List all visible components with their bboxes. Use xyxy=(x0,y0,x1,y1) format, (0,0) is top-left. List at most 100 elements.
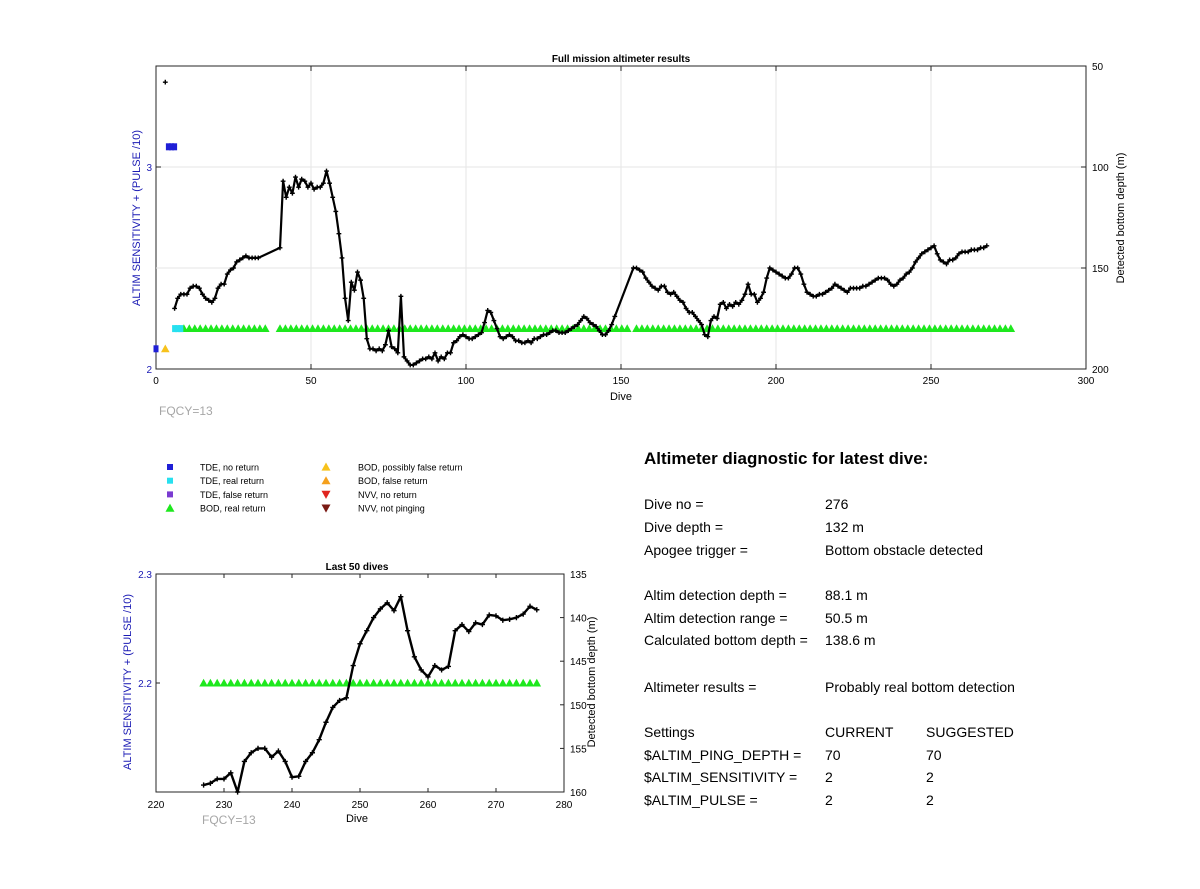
depth-point xyxy=(742,291,748,297)
main-bod-markers xyxy=(179,324,1016,333)
depth-point xyxy=(323,719,329,725)
bod-real-return-marker xyxy=(865,324,875,333)
depth-point xyxy=(299,176,305,182)
depth-line-bridge xyxy=(613,267,635,317)
calc-depth-value: 138.6 m xyxy=(825,632,876,648)
depth-point xyxy=(804,289,810,295)
depth-point xyxy=(897,277,903,283)
bod-real-return-marker xyxy=(498,678,508,687)
main-y-tick-label-right: 50 xyxy=(1092,62,1104,73)
bod-real-return-marker xyxy=(328,678,338,687)
main-y-axis-label-right: Detected bottom depth (m) xyxy=(1115,153,1127,284)
inset-y-tick-label-right: 140 xyxy=(570,614,587,625)
depth-point xyxy=(452,628,458,634)
depth-point xyxy=(221,281,227,287)
bod-real-return-marker xyxy=(308,324,317,333)
bod-real-return-marker xyxy=(444,678,453,687)
depth-point xyxy=(590,322,596,327)
bod-real-return-marker xyxy=(881,324,891,333)
depth-point xyxy=(634,265,639,271)
depth-point xyxy=(655,287,661,293)
bod-real-return-marker xyxy=(233,678,242,687)
depth-point xyxy=(175,295,181,301)
bod-real-return-marker xyxy=(267,678,276,687)
bod-real-return-marker xyxy=(767,324,777,333)
depth-point xyxy=(714,316,720,321)
bod-real-return-marker xyxy=(740,324,750,333)
depth-point xyxy=(432,662,438,669)
depth-point xyxy=(364,628,370,634)
altim-range-label: Altim detection range = xyxy=(644,610,788,626)
bod-real-return-marker xyxy=(789,324,799,333)
bod-real-return-marker xyxy=(313,324,323,333)
bod-real-return-marker xyxy=(854,324,864,333)
depth-point xyxy=(779,273,785,279)
bod-real-return-marker xyxy=(990,324,999,333)
depth-point xyxy=(358,277,363,283)
legend-marker-square xyxy=(167,464,173,470)
bod-real-return-marker xyxy=(410,678,419,687)
depth-point xyxy=(649,283,655,289)
depth-point xyxy=(891,283,897,289)
altim-range-value: 50.5 m xyxy=(825,610,868,626)
depth-point xyxy=(724,306,729,311)
bod-real-return-marker xyxy=(860,324,869,333)
depth-point xyxy=(352,287,357,293)
legend-marker-triangle xyxy=(321,504,331,513)
depth-point xyxy=(565,328,571,334)
legend-item: BOD, real return xyxy=(165,503,266,514)
inset-chart: 220 230 240 250 260 270 280 2.2 2.3 135 140 145 15… xyxy=(122,562,598,827)
bod-real-return-marker xyxy=(648,324,658,333)
suggested-label: SUGGESTED xyxy=(926,724,1014,740)
bod-real-return-marker xyxy=(530,324,540,333)
bod-real-return-marker xyxy=(297,324,306,333)
bod-real-return-marker xyxy=(746,324,755,333)
dive-depth-label: Dive depth = xyxy=(644,519,723,535)
setting-suggested: 2 xyxy=(926,769,934,785)
dive-no-label: Dive no = xyxy=(644,496,704,512)
depth-point xyxy=(425,674,431,680)
tde-real-return-marker xyxy=(175,325,181,333)
depth-point xyxy=(275,748,281,754)
bod-real-return-marker xyxy=(525,324,534,333)
bod-real-return-marker xyxy=(324,324,334,333)
depth-point xyxy=(844,289,850,295)
depth-point xyxy=(730,303,735,309)
main-x-tick-label: 0 xyxy=(153,376,159,387)
depth-point xyxy=(482,320,487,325)
bod-real-return-marker xyxy=(427,324,437,333)
bod-real-return-marker xyxy=(206,678,215,687)
bod-real-return-marker xyxy=(995,324,1005,333)
depth-point xyxy=(370,346,376,352)
depth-point xyxy=(603,332,608,338)
bod-real-return-marker xyxy=(329,324,339,333)
depth-point xyxy=(214,776,220,782)
bod-real-return-marker xyxy=(423,678,433,687)
bod-real-return-marker xyxy=(411,324,420,333)
depth-point xyxy=(401,354,407,360)
altim-depth-label: Altim detection depth = xyxy=(644,587,787,603)
bod-real-return-marker xyxy=(498,324,507,333)
depth-point xyxy=(693,314,698,319)
legend-label: BOD, false return xyxy=(358,476,428,486)
depth-point xyxy=(418,667,424,673)
bod-real-return-marker xyxy=(724,324,734,333)
depth-point xyxy=(637,267,642,273)
depth-point xyxy=(448,350,453,356)
depth-point xyxy=(578,318,584,323)
depth-point xyxy=(776,271,782,277)
bod-real-return-marker xyxy=(321,678,331,687)
bod-real-return-marker xyxy=(378,324,388,333)
depth-point xyxy=(953,255,959,261)
bod-real-return-marker xyxy=(487,324,496,333)
depth-point xyxy=(910,265,915,271)
depth-point xyxy=(324,168,329,174)
bod-real-return-marker xyxy=(794,324,804,333)
depth-point xyxy=(832,281,838,287)
depth-point xyxy=(282,758,288,765)
depth-point xyxy=(348,279,354,285)
bod-real-return-marker xyxy=(579,324,589,333)
depth-point xyxy=(717,301,723,307)
depth-point xyxy=(296,184,301,190)
bod-real-return-marker xyxy=(653,324,663,333)
